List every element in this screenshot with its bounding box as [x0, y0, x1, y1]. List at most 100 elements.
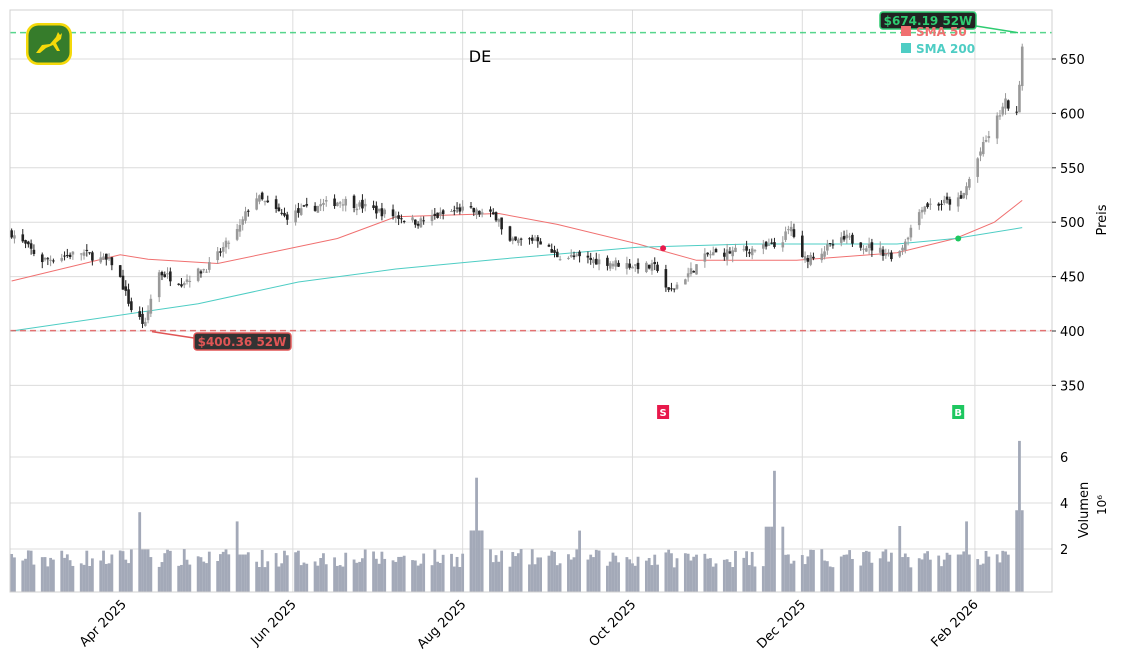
candle-body: [208, 262, 211, 270]
volume-bar: [937, 555, 941, 592]
volume-bar: [889, 552, 893, 592]
xtick-label: Feb 2026: [929, 597, 982, 650]
volume-bar: [945, 552, 949, 592]
candle-body: [633, 264, 637, 266]
candle-body: [88, 252, 91, 254]
volume-bar: [667, 549, 671, 592]
candle-body: [285, 214, 289, 220]
volume-bar: [391, 560, 395, 592]
candle-body: [684, 279, 687, 285]
volume-bar: [185, 559, 189, 592]
volume-bar: [516, 553, 520, 592]
candle-body: [157, 272, 161, 298]
candle-body: [617, 262, 620, 267]
volume-bar: [572, 557, 576, 592]
volume-bar: [530, 549, 534, 592]
candle-body: [21, 234, 25, 242]
candle-body: [839, 237, 843, 243]
volume-bar: [956, 554, 960, 592]
candle-body: [845, 234, 849, 239]
candle-body: [363, 203, 367, 207]
sma-line: [11, 200, 1023, 282]
candle-body: [361, 199, 364, 209]
candle-body: [302, 205, 306, 207]
volume-bar: [383, 558, 387, 592]
volume-bar: [32, 564, 36, 592]
volume-unit-label: 10⁶: [1095, 495, 1109, 515]
candle-body: [60, 257, 64, 261]
volume-bar: [205, 563, 208, 592]
candle-body: [636, 262, 640, 270]
candle-body: [628, 263, 631, 268]
candle-body: [24, 240, 27, 244]
y-axis-label: Preis: [1095, 204, 1110, 235]
candle-body: [962, 192, 966, 199]
volume-bar: [313, 561, 317, 592]
candle-body: [823, 251, 826, 257]
low-52w-arrow: [151, 330, 195, 339]
candle-body: [1007, 100, 1010, 109]
candle-body: [594, 258, 598, 265]
candle-body: [906, 237, 910, 240]
candle-body: [227, 242, 231, 244]
signal-dot-buy: [955, 235, 962, 242]
candle-body: [71, 251, 75, 255]
candle-body: [723, 252, 726, 257]
candle-body: [163, 274, 167, 278]
candle-body: [277, 207, 281, 212]
ytick-label: 650: [1060, 53, 1085, 68]
volume-bar: [823, 560, 826, 592]
volume-bar: [862, 552, 865, 592]
volume-bar: [166, 549, 169, 592]
volume-bar: [244, 554, 247, 592]
candle-body: [940, 203, 943, 205]
volume-bar: [533, 564, 537, 592]
volume-bar: [68, 560, 72, 592]
candle-body: [767, 244, 771, 246]
volume-bar: [299, 565, 303, 592]
candle-body: [294, 210, 297, 223]
candle-body: [497, 219, 501, 222]
candle-body: [297, 208, 300, 213]
volume-bar: [764, 526, 768, 592]
volume-bar: [285, 555, 289, 592]
volume-bar: [497, 561, 501, 592]
volume-bar: [60, 550, 64, 592]
candle-body: [890, 252, 893, 260]
vol-tick-label: 6: [1060, 451, 1068, 466]
candle-body: [728, 251, 732, 254]
candle-body: [419, 218, 423, 228]
volume-bar: [709, 558, 712, 592]
candle-body: [898, 251, 902, 257]
candle-body: [979, 151, 982, 156]
candle-body: [433, 213, 437, 216]
volume-bar: [422, 553, 426, 592]
volume-bar: [335, 565, 339, 592]
volume-bar: [647, 558, 651, 592]
volume-bar: [633, 565, 637, 592]
candle-body: [494, 212, 498, 221]
volume-bar: [695, 554, 698, 592]
candle-body: [400, 218, 403, 220]
volume-bar: [706, 558, 710, 592]
candle-body: [550, 249, 554, 253]
candle-body: [803, 256, 807, 261]
volume-bar: [767, 526, 771, 592]
candle-body: [773, 242, 776, 247]
candle-body: [812, 256, 815, 259]
high-52w-arrow: [975, 25, 1019, 34]
candle-body: [514, 236, 517, 241]
volume-bar: [480, 530, 484, 592]
volume-bar: [664, 552, 668, 592]
volume-bar: [567, 554, 570, 592]
volume-bar: [355, 562, 359, 592]
candle-body: [91, 252, 94, 261]
volume-bar: [280, 563, 284, 592]
volume-bar: [43, 557, 47, 592]
volume-bar: [594, 549, 598, 592]
candle-body: [745, 246, 748, 251]
volume-bar: [438, 562, 442, 592]
volume-bar: [10, 553, 14, 592]
volume-bar: [514, 556, 517, 592]
